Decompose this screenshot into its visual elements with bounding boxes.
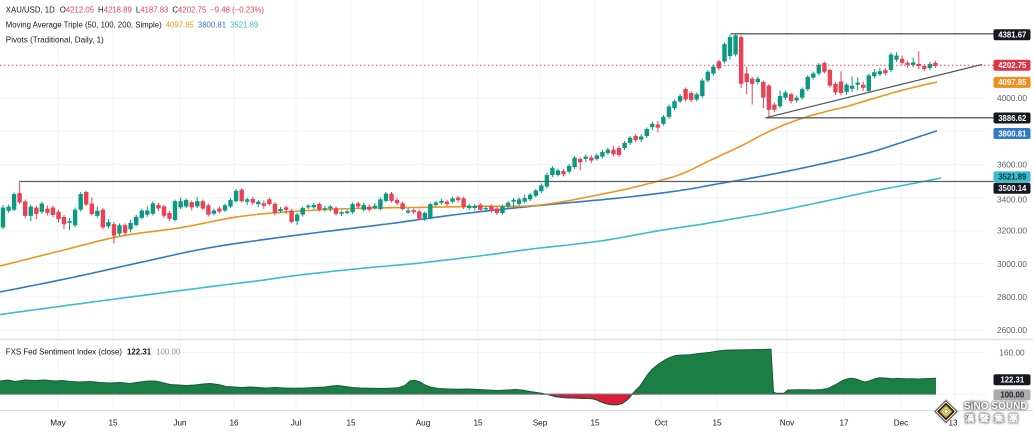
svg-text:15: 15: [712, 419, 722, 428]
svg-text:Oct: Oct: [655, 419, 668, 428]
svg-text:4202.75: 4202.75: [998, 61, 1027, 70]
svg-text:SiNO SOUND: SiNO SOUND: [964, 401, 1028, 412]
svg-text:15: 15: [473, 419, 483, 428]
svg-text:15: 15: [346, 419, 356, 428]
svg-text:4097.85: 4097.85: [998, 78, 1027, 87]
svg-text:SiNO SOUND: SiNO SOUND: [964, 401, 1028, 412]
svg-text:2600.00: 2600.00: [997, 325, 1027, 335]
svg-text:3500.14: 3500.14: [998, 184, 1027, 193]
svg-text:3600.00: 3600.00: [997, 159, 1027, 169]
svg-text:122.31: 122.31: [1000, 376, 1025, 385]
svg-text:May: May: [50, 419, 66, 428]
svg-text:4000.00: 4000.00: [997, 93, 1027, 103]
svg-text:15: 15: [590, 419, 600, 428]
svg-text:2800.00: 2800.00: [997, 292, 1027, 302]
svg-text:Aug: Aug: [416, 419, 431, 428]
svg-text:3800.81: 3800.81: [998, 129, 1027, 138]
svg-text:3200.00: 3200.00: [997, 226, 1027, 236]
svg-text:160.00: 160.00: [999, 347, 1025, 357]
svg-text:16: 16: [229, 419, 239, 428]
svg-text:100.00: 100.00: [1000, 391, 1025, 400]
svg-text:17: 17: [839, 419, 849, 428]
svg-text:Sep: Sep: [533, 419, 548, 428]
svg-text:Dec: Dec: [894, 419, 909, 428]
svg-text:3886.62: 3886.62: [998, 114, 1027, 123]
svg-text:FXS Fed Sentiment Index (close: FXS Fed Sentiment Index (close) 122.31 100…: [6, 348, 181, 357]
svg-text:Nov: Nov: [780, 419, 795, 428]
svg-text:3000.00: 3000.00: [997, 259, 1027, 269]
svg-text:漢聲集團: 漢聲集團: [965, 413, 1023, 424]
svg-text:13: 13: [948, 419, 958, 428]
svg-text:3521.89: 3521.89: [998, 173, 1027, 182]
svg-text:漢聲集團: 漢聲集團: [965, 413, 1023, 424]
svg-text:Moving Average Triple (50, 100: Moving Average Triple (50, 100, 200, Sim…: [6, 20, 258, 29]
svg-text:Jul: Jul: [291, 419, 302, 428]
svg-text:Jun: Jun: [173, 419, 187, 428]
svg-text:Pivots (Traditional, Daily, 1): Pivots (Traditional, Daily, 1): [6, 35, 104, 44]
svg-text:15: 15: [108, 419, 118, 428]
svg-text:3400.00: 3400.00: [997, 195, 1027, 205]
svg-text:4381.67: 4381.67: [998, 31, 1026, 40]
